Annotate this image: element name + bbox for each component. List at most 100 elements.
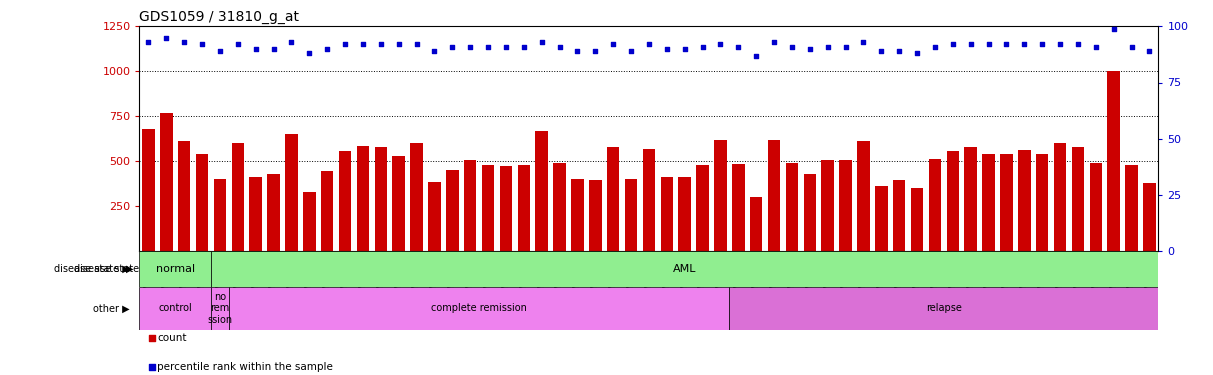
Bar — [786, 163, 798, 251]
Point — [639, 41, 659, 47]
Bar — [606, 147, 620, 251]
Bar — [643, 148, 655, 251]
Point — [568, 48, 587, 54]
Bar — [463, 160, 477, 251]
Point — [961, 41, 980, 47]
Point — [425, 48, 444, 54]
Text: relapse: relapse — [926, 303, 962, 313]
Point — [461, 44, 480, 50]
Bar — [213, 179, 226, 251]
Point — [156, 34, 176, 40]
Bar — [250, 177, 262, 251]
Point — [872, 48, 892, 54]
Point — [1050, 41, 1070, 47]
Point — [281, 39, 301, 45]
Bar — [357, 146, 369, 251]
Point — [228, 41, 247, 47]
Point — [246, 46, 266, 52]
Bar — [1107, 71, 1120, 251]
Bar — [768, 140, 780, 251]
Bar — [750, 197, 763, 251]
Bar — [983, 154, 995, 251]
Bar — [1018, 150, 1031, 251]
Bar — [714, 140, 727, 251]
Point — [657, 46, 677, 52]
Point — [353, 41, 372, 47]
Point — [1032, 41, 1052, 47]
Text: GDS1059 / 31810_g_at: GDS1059 / 31810_g_at — [139, 10, 300, 24]
Point — [443, 44, 462, 50]
Bar — [232, 143, 244, 251]
Bar — [946, 152, 959, 251]
Point — [1122, 44, 1141, 50]
Bar — [590, 180, 602, 251]
Bar — [733, 164, 745, 251]
Bar — [571, 179, 583, 251]
Bar — [893, 180, 905, 251]
Bar — [338, 152, 352, 251]
Bar — [964, 147, 976, 251]
Bar — [428, 182, 440, 251]
Bar — [803, 174, 816, 251]
Bar — [678, 177, 691, 251]
Point — [693, 44, 712, 50]
Point — [478, 44, 497, 50]
Bar — [661, 177, 673, 251]
Text: disease state: disease state — [74, 264, 139, 274]
Point — [1140, 48, 1160, 54]
Point — [746, 53, 765, 58]
Point — [533, 39, 552, 45]
Point — [142, 335, 161, 341]
Point — [729, 44, 748, 50]
Bar — [858, 141, 870, 251]
Point — [300, 50, 319, 56]
Point — [801, 46, 820, 52]
Text: percentile rank within the sample: percentile rank within the sample — [156, 362, 332, 372]
Bar — [267, 174, 280, 251]
Point — [210, 48, 229, 54]
Bar — [1054, 143, 1066, 251]
Text: disease state ▶: disease state ▶ — [55, 264, 130, 274]
Point — [138, 39, 158, 45]
Point — [406, 41, 426, 47]
Text: ▶: ▶ — [126, 264, 133, 274]
Bar — [393, 156, 405, 251]
Bar — [1036, 154, 1048, 251]
Point — [496, 44, 516, 50]
Bar — [1001, 154, 1013, 251]
Point — [335, 41, 354, 47]
Point — [979, 41, 998, 47]
Point — [264, 46, 284, 52]
Bar — [929, 159, 941, 251]
Point — [997, 41, 1016, 47]
Bar — [211, 287, 229, 330]
Point — [1086, 44, 1105, 50]
Point — [926, 44, 945, 50]
Bar — [911, 188, 923, 251]
Text: normal: normal — [155, 264, 195, 274]
Bar — [535, 130, 548, 251]
Point — [907, 50, 927, 56]
Bar — [142, 129, 155, 251]
Point — [782, 44, 802, 50]
Bar — [229, 287, 729, 330]
Bar — [1072, 147, 1084, 251]
Bar — [1126, 165, 1138, 251]
Bar — [321, 171, 334, 251]
Bar — [1089, 163, 1103, 251]
Point — [586, 48, 605, 54]
Bar — [821, 160, 835, 251]
Bar — [875, 186, 888, 251]
Bar — [482, 165, 495, 251]
Bar — [729, 287, 1158, 330]
Text: count: count — [156, 333, 187, 343]
Point — [193, 41, 212, 47]
Point — [621, 48, 640, 54]
Point — [371, 41, 391, 47]
Bar — [139, 287, 211, 330]
Bar — [178, 141, 190, 251]
Bar — [625, 179, 637, 251]
Bar — [446, 170, 459, 251]
Bar — [1143, 183, 1156, 251]
Bar — [500, 166, 512, 251]
